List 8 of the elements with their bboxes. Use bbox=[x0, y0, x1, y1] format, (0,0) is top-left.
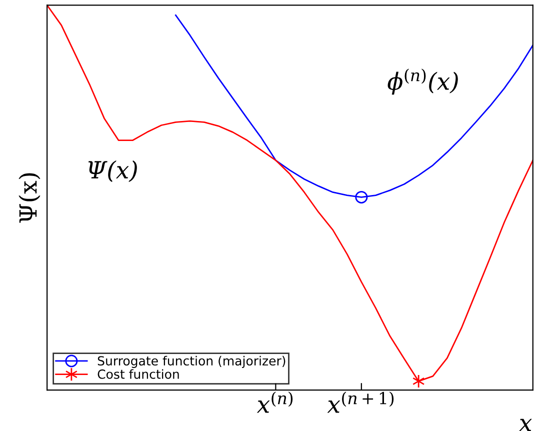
annotation: ϕ$^{(n)}$(x) bbox=[388, 68, 458, 95]
x-axis-title: x bbox=[519, 418, 532, 431]
annotation: Ψ(x) bbox=[88, 160, 137, 182]
x-tick-label: x$^{(n)}$ bbox=[256, 392, 293, 413]
legend-label: Surrogate function (majorizer) bbox=[98, 356, 286, 368]
x-tick-label: x$^{(n+1)}$ bbox=[327, 392, 394, 413]
legend-label: Cost function bbox=[98, 369, 179, 379]
y-axis-title: Ψ(x) bbox=[18, 173, 40, 223]
